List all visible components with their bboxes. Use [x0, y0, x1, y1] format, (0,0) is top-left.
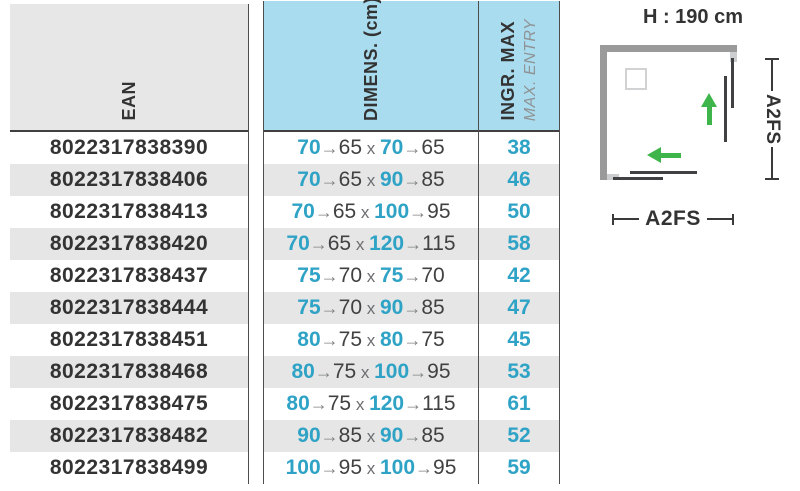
depth-dimension-label: A2FS	[762, 93, 783, 145]
max-entry-cell: 59	[507, 456, 531, 479]
ean-header: EAN	[10, 4, 248, 132]
ean-cell: 8022317838444	[10, 292, 248, 324]
max-entry-cell: 46	[479, 164, 559, 196]
width-dimension: A2FS	[612, 207, 734, 231]
dimension-cell: 70→65 x 90→85	[264, 164, 478, 196]
max-entry-cell: 45	[507, 328, 531, 351]
dimensions-header: DIMENS. (cm)	[264, 0, 478, 132]
max-entry-cell: 42	[507, 264, 531, 287]
ean-cell: 8022317838420	[10, 228, 248, 260]
ean-cell: 8022317838451	[49, 328, 209, 351]
max-entry-cell: 58	[479, 228, 559, 260]
enclosure-top-view-diagram	[600, 45, 737, 180]
door-panel-bottom-upper	[630, 171, 697, 174]
max-entry-cell: 38	[507, 136, 531, 159]
dimension-tick	[765, 58, 779, 60]
ean-cell: 8022317838413	[49, 200, 209, 223]
ean-cell: 8022317838482	[10, 420, 248, 452]
max-entry-cell: 61	[507, 392, 531, 415]
dimension-line	[706, 218, 732, 220]
height-label: H : 190 cm	[642, 6, 744, 28]
max-entry-header-sublabel: MAX. ENTRY	[522, 18, 539, 121]
ean-cell: 8022317838475	[49, 392, 209, 415]
dimension-tick	[765, 178, 779, 181]
door-panel-bottom-lower	[613, 177, 663, 180]
ean-header-label: EAN	[118, 81, 139, 121]
wall-top	[600, 45, 737, 52]
ean-table: EAN 8022317838390 8022317838406 8022317838…	[10, 4, 249, 484]
ean-cell: 8022317838468	[10, 356, 248, 388]
dimension-line	[614, 218, 640, 220]
dimension-tick	[612, 213, 614, 225]
ean-cell: 8022317838406	[10, 164, 248, 196]
max-entry-cell: 47	[479, 292, 559, 324]
max-entry-header: INGR. MAX MAX. ENTRY	[479, 1, 559, 132]
dimension-cell: 80→75 x 120→115	[286, 392, 456, 415]
slide-left-arrow-icon	[647, 147, 661, 163]
ean-cell: 8022317838390	[49, 136, 209, 159]
dimension-rows: 70→65 x 70→65 70→65 x 90→85 70→65 x 100→95…	[264, 132, 478, 484]
dimensions-header-label: DIMENS. (cm)	[360, 0, 381, 121]
max-entry-column: INGR. MAX MAX. ENTRY 38 46 50 58 42 47 45 53 61 5…	[479, 1, 559, 484]
door-panel-right-inner	[724, 76, 727, 142]
dimension-cell: 70→65 x 70→65	[297, 136, 445, 159]
dimension-cell: 90→85 x 90→85	[264, 420, 478, 452]
ean-rows: 8022317838390 8022317838406 8022317838413 8…	[10, 132, 248, 484]
dimension-line	[771, 147, 773, 179]
dimension-cell: 75→70 x 75→70	[297, 264, 445, 287]
dimension-cell: 80→75 x 100→95	[264, 356, 478, 388]
dimension-cell: 75→70 x 90→85	[264, 292, 478, 324]
ean-cell: 8022317838499	[49, 456, 209, 479]
door-panel-right-outer	[731, 58, 734, 108]
slide-up-arrow-icon	[701, 93, 717, 107]
max-entry-cell: 53	[479, 356, 559, 388]
dimension-cell: 70→65 x 100→95	[291, 200, 451, 223]
max-entry-rows: 38 46 50 58 42 47 45 53 61 52 59	[479, 132, 559, 484]
max-entry-cell: 50	[507, 200, 531, 223]
dimension-cell: 100→95 x 100→95	[285, 456, 457, 479]
dimensions-column: DIMENS. (cm) 70→65 x 70→65 70→65 x 90→85 7…	[264, 0, 479, 484]
corner-square	[625, 68, 647, 90]
max-entry-header-label: INGR. MAX	[498, 21, 518, 121]
max-entry-cell: 52	[479, 420, 559, 452]
slide-left-arrow-stem	[660, 153, 681, 158]
fixed-profile-top-right	[730, 52, 737, 62]
depth-dimension: A2FS	[762, 58, 783, 181]
slide-up-arrow-stem	[707, 106, 712, 125]
dimensions-table: DIMENS. (cm) 70→65 x 70→65 70→65 x 90→85 7…	[263, 0, 560, 484]
ean-cell: 8022317838437	[49, 264, 209, 287]
dimension-line	[771, 60, 773, 91]
width-dimension-label: A2FS	[645, 207, 701, 230]
wall-left	[600, 45, 607, 180]
dimension-tick	[732, 213, 734, 225]
dimension-cell: 70→65 x 120→115	[264, 228, 478, 260]
dimension-cell: 80→75 x 80→75	[297, 328, 445, 351]
